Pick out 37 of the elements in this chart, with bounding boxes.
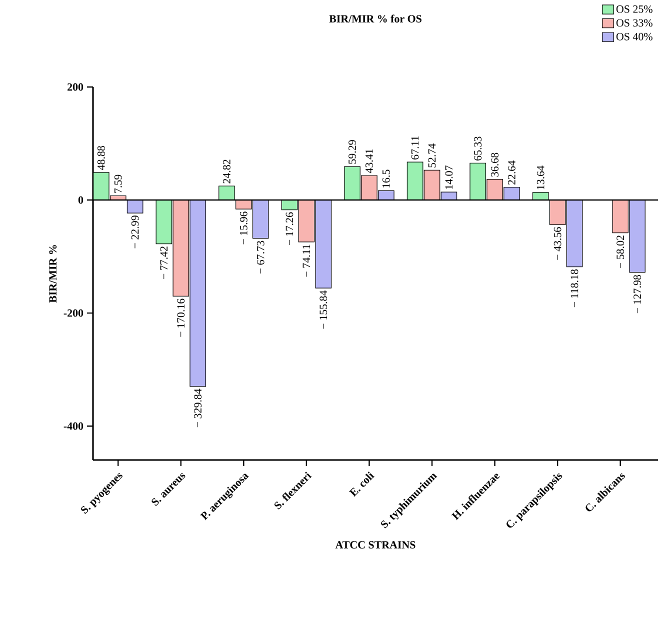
y-tick-label: 0 xyxy=(78,196,84,204)
data-label: − 118.18 xyxy=(570,269,578,308)
data-label: 16.5 xyxy=(382,170,390,188)
data-label: − 329.84 xyxy=(194,388,202,428)
data-label: 67.11 xyxy=(411,136,419,160)
legend-label: OS 33% xyxy=(616,19,652,27)
data-label: 65.33 xyxy=(474,136,482,160)
data-label: − 74.11 xyxy=(302,244,310,277)
data-label: 59.29 xyxy=(348,140,356,164)
y-axis-title: BIR/MIR % xyxy=(49,245,57,303)
data-label: 22.64 xyxy=(508,160,516,185)
legend-label: OS 25% xyxy=(616,5,652,13)
data-label: − 58.02 xyxy=(616,236,624,268)
data-label: − 77.42 xyxy=(160,246,168,280)
data-label: 52.74 xyxy=(428,144,436,168)
chart-title: BIR/MIR % for OS xyxy=(329,14,422,22)
data-label: 36.68 xyxy=(491,152,498,177)
data-label: − 155.84 xyxy=(320,290,328,329)
data-label: 43.41 xyxy=(366,149,373,174)
data-label: − 22.99 xyxy=(131,216,139,248)
data-label: − 67.73 xyxy=(256,240,264,274)
data-label: 14.07 xyxy=(445,166,453,189)
data-label: − 15.96 xyxy=(240,212,248,244)
legend-label: OS 40% xyxy=(616,32,652,40)
data-label: − 43.56 xyxy=(554,227,562,260)
data-label: − 170.16 xyxy=(177,298,185,337)
data-label: − 127.98 xyxy=(634,274,642,314)
y-tick-label: -400 xyxy=(64,422,84,430)
x-axis-title: ATCC STRAINS xyxy=(335,541,416,549)
data-label: 24.82 xyxy=(223,160,230,184)
data-label: 48.88 xyxy=(97,146,105,170)
data-label: 13.64 xyxy=(536,166,544,190)
x-tick-label: E. coli xyxy=(348,472,374,497)
y-tick-label: 200 xyxy=(68,83,84,91)
y-tick-label: -200 xyxy=(64,309,84,317)
data-label: − 17.26 xyxy=(286,212,294,246)
data-label: 7.59 xyxy=(114,174,122,193)
